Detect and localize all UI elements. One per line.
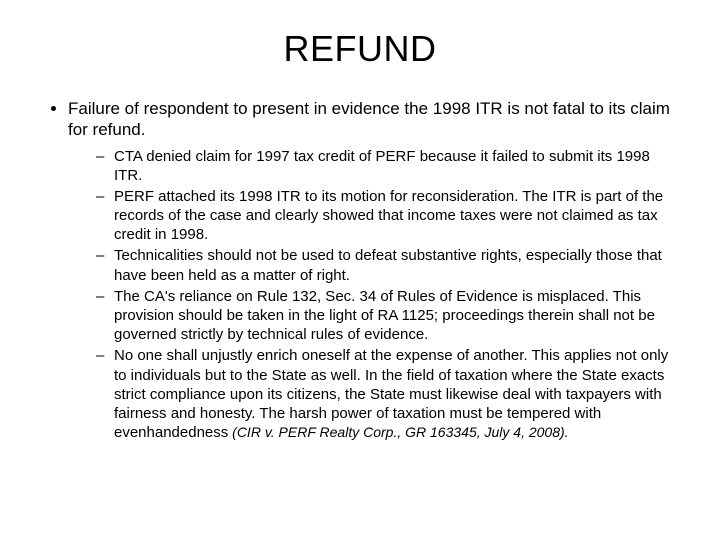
sub-bullet-text: CTA denied claim for 1997 tax credit of … <box>114 148 650 184</box>
slide-container: REFUND Failure of respondent to present … <box>0 0 720 540</box>
sub-bullet-text: PERF attached its 1998 ITR to its motion… <box>114 188 663 243</box>
sub-bullet: The CA's reliance on Rule 132, Sec. 34 o… <box>96 287 680 345</box>
citation-text: (CIR v. PERF Realty Corp., GR 163345, Ju… <box>228 424 568 440</box>
level2-list: CTA denied claim for 1997 tax credit of … <box>68 147 680 443</box>
sub-bullet: PERF attached its 1998 ITR to its motion… <box>96 187 680 245</box>
level1-list: Failure of respondent to present in evid… <box>40 98 680 442</box>
sub-bullet: CTA denied claim for 1997 tax credit of … <box>96 147 680 185</box>
main-bullet-text: Failure of respondent to present in evid… <box>68 99 670 139</box>
main-bullet: Failure of respondent to present in evid… <box>68 98 680 442</box>
sub-bullet-text: The CA's reliance on Rule 132, Sec. 34 o… <box>114 288 655 343</box>
sub-bullet: No one shall unjustly enrich oneself at … <box>96 346 680 442</box>
sub-bullet: Technicalities should not be used to def… <box>96 246 680 284</box>
sub-bullet-text: Technicalities should not be used to def… <box>114 247 662 283</box>
slide-title: REFUND <box>40 28 680 70</box>
